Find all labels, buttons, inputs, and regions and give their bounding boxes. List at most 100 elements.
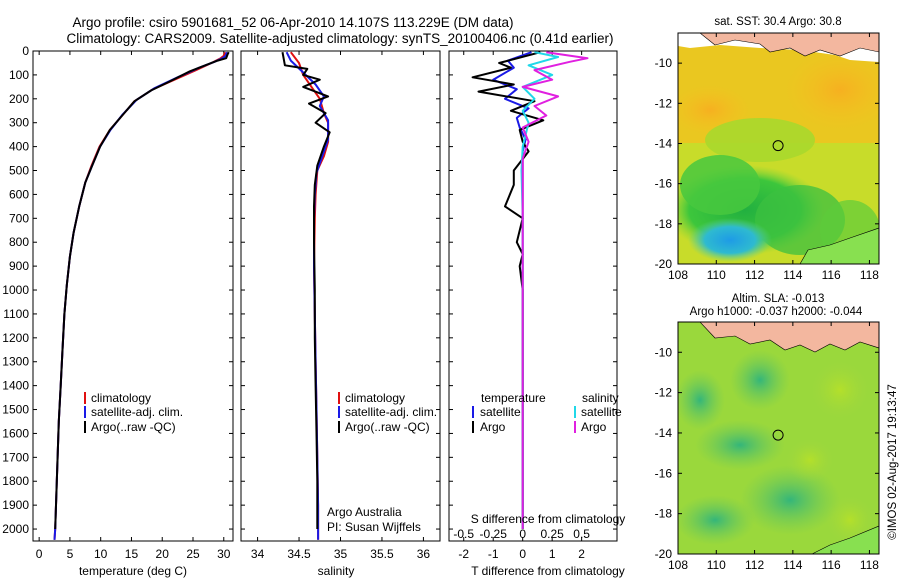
map-x-tick-label: 118 — [860, 558, 879, 572]
sla-high-patch — [825, 495, 875, 545]
map-x-tick-label: 114 — [783, 558, 802, 572]
map-y-tick-label: -20 — [655, 547, 673, 561]
sst-map-field — [678, 33, 879, 264]
sst-map-axes: 108 110 112 114 116 118 -10 -12 -14 -16 -18 -20 — [655, 33, 879, 282]
x-tick-label: 34.5 — [287, 547, 311, 561]
series-line-satellite — [492, 51, 532, 529]
y-tick-label: 900 — [9, 259, 29, 273]
sla-land-coast — [699, 322, 879, 353]
difference-panel-frame — [448, 50, 618, 542]
legend-salinity-header: salinity — [582, 391, 619, 405]
sst-cold-patch — [688, 218, 772, 262]
y-tick-label: 500 — [9, 164, 29, 178]
profile-axes: 0 5 10 15 20 25 300100200300400500600700800900… — [2, 44, 617, 561]
x-tick-label: 1 — [549, 547, 556, 561]
sla-argo-location-marker — [772, 429, 784, 441]
map-x-tick-label: 116 — [822, 558, 841, 572]
series-line-climatology — [53, 51, 226, 540]
map-x-tick-label: 110 — [707, 268, 726, 282]
s-difference-x-label: S difference from climatology — [471, 512, 626, 526]
x-tick-label: 34 — [251, 547, 265, 561]
x-tick-label: 15 — [125, 547, 139, 561]
map-y-tick-label: -20 — [655, 257, 673, 271]
series-line-sat_salinity — [520, 51, 560, 529]
map-y-tick-label: -18 — [655, 507, 673, 521]
legend-t-argo-label: Argo — [480, 420, 506, 434]
y-tick-label: 1700 — [2, 450, 29, 464]
y-tick-label: 1100 — [3, 307, 29, 321]
temperature-legend: climatology satellite-adj. clim. Argo(..… — [84, 391, 183, 434]
map-x-tick-label: 112 — [745, 268, 764, 282]
map-x-tick-label: 110 — [707, 558, 726, 572]
x-tick-label: 0 — [36, 547, 43, 561]
sla-low-patch — [678, 495, 755, 545]
x-tick-label: 10 — [94, 547, 108, 561]
panel-series — [281, 51, 331, 540]
map-y-tick-label: -14 — [655, 136, 673, 150]
x-tick-label: 20 — [156, 547, 170, 561]
y-tick-label: 1500 — [2, 403, 29, 417]
x2-tick-label: -0.5 — [453, 527, 474, 541]
series-line-climatology — [290, 51, 330, 540]
sla-map-title-line1: Altim. SLA: -0.013 — [732, 293, 825, 305]
y-tick-label: 0 — [22, 44, 29, 58]
map-x-tick-label: 108 — [668, 558, 688, 572]
x-tick-label: -1 — [488, 547, 499, 561]
sla-low-patch — [740, 465, 840, 535]
series-line-argo — [54, 51, 230, 530]
map-y-tick-label: -16 — [655, 177, 673, 191]
difference-legend: temperature salinity satellite Argo sate… — [472, 391, 622, 434]
map-y-tick-label: -12 — [655, 96, 673, 110]
sla-low-patch — [695, 420, 785, 470]
legend-climatology-label: climatology — [91, 391, 151, 405]
series-line-argo — [471, 51, 545, 529]
sla-low-patch — [678, 370, 725, 430]
sst-land-coast — [699, 33, 879, 57]
sla-high-patch — [810, 360, 870, 420]
y-tick-label: 400 — [9, 140, 29, 154]
argo-australia-label: Argo Australia — [327, 505, 402, 519]
x-tick-label: 2 — [578, 547, 585, 561]
pi-label: PI: Susan Wijffels — [327, 520, 421, 534]
temperature-x-label: temperature (deg C) — [79, 564, 187, 578]
x-tick-label: 0 — [519, 547, 526, 561]
y-tick-label: 2000 — [2, 522, 29, 536]
sst-cool-tongue — [705, 118, 815, 162]
y-tick-label: 1000 — [2, 283, 29, 297]
sst-land-australia — [799, 227, 879, 264]
sla-map-axes: 108 110 112 114 116 118 -10 -12 -14 -16 -18 -20 — [655, 322, 879, 572]
y-tick-label: 100 — [9, 68, 29, 82]
y-tick-label: 800 — [9, 235, 29, 249]
salinity-x-label: salinity — [318, 564, 355, 578]
x-tick-label: 35 — [334, 547, 348, 561]
t-difference-x-label: T difference from climatology — [471, 564, 625, 578]
y-tick-label: 1200 — [2, 331, 29, 345]
profile-lines — [53, 51, 589, 540]
imos-credit: ©IMOS 02-Aug-2017 19:13:47 — [887, 384, 899, 540]
y-tick-label: 1800 — [2, 474, 29, 488]
map-y-tick-label: -10 — [655, 345, 673, 359]
y-tick-label: 1900 — [2, 498, 29, 512]
legend-t-satellite-label: satellite — [480, 405, 521, 419]
y-tick-label: 700 — [9, 211, 29, 225]
temperature-panel-frame — [32, 50, 234, 542]
figure-title-line1: Argo profile: csiro 5901681_52 06-Apr-20… — [72, 15, 513, 30]
map-y-tick-label: -16 — [655, 466, 673, 480]
legend-satellite-label: satellite-adj. clim. — [345, 405, 437, 419]
salinity-legend: climatology satellite-adj. clim. Argo(..… — [327, 391, 437, 534]
x-tick-label: 35.5 — [370, 547, 394, 561]
sst-warm-patch — [785, 50, 879, 130]
sst-map-title: sat. SST: 30.4 Argo: 30.8 — [714, 16, 841, 28]
legend-climatology-label: climatology — [345, 391, 405, 405]
y-tick-label: 300 — [9, 116, 29, 130]
sla-map-frame — [677, 321, 880, 555]
sla-high-patch — [785, 438, 835, 482]
map-x-tick-label: 116 — [822, 268, 841, 282]
y-tick-label: 1300 — [2, 355, 29, 369]
sst-cool-patch — [680, 155, 760, 215]
sla-low-patch — [730, 350, 790, 410]
panel-series — [53, 51, 230, 540]
y-tick-label: 1400 — [2, 379, 29, 393]
map-x-tick-label: 114 — [783, 268, 802, 282]
